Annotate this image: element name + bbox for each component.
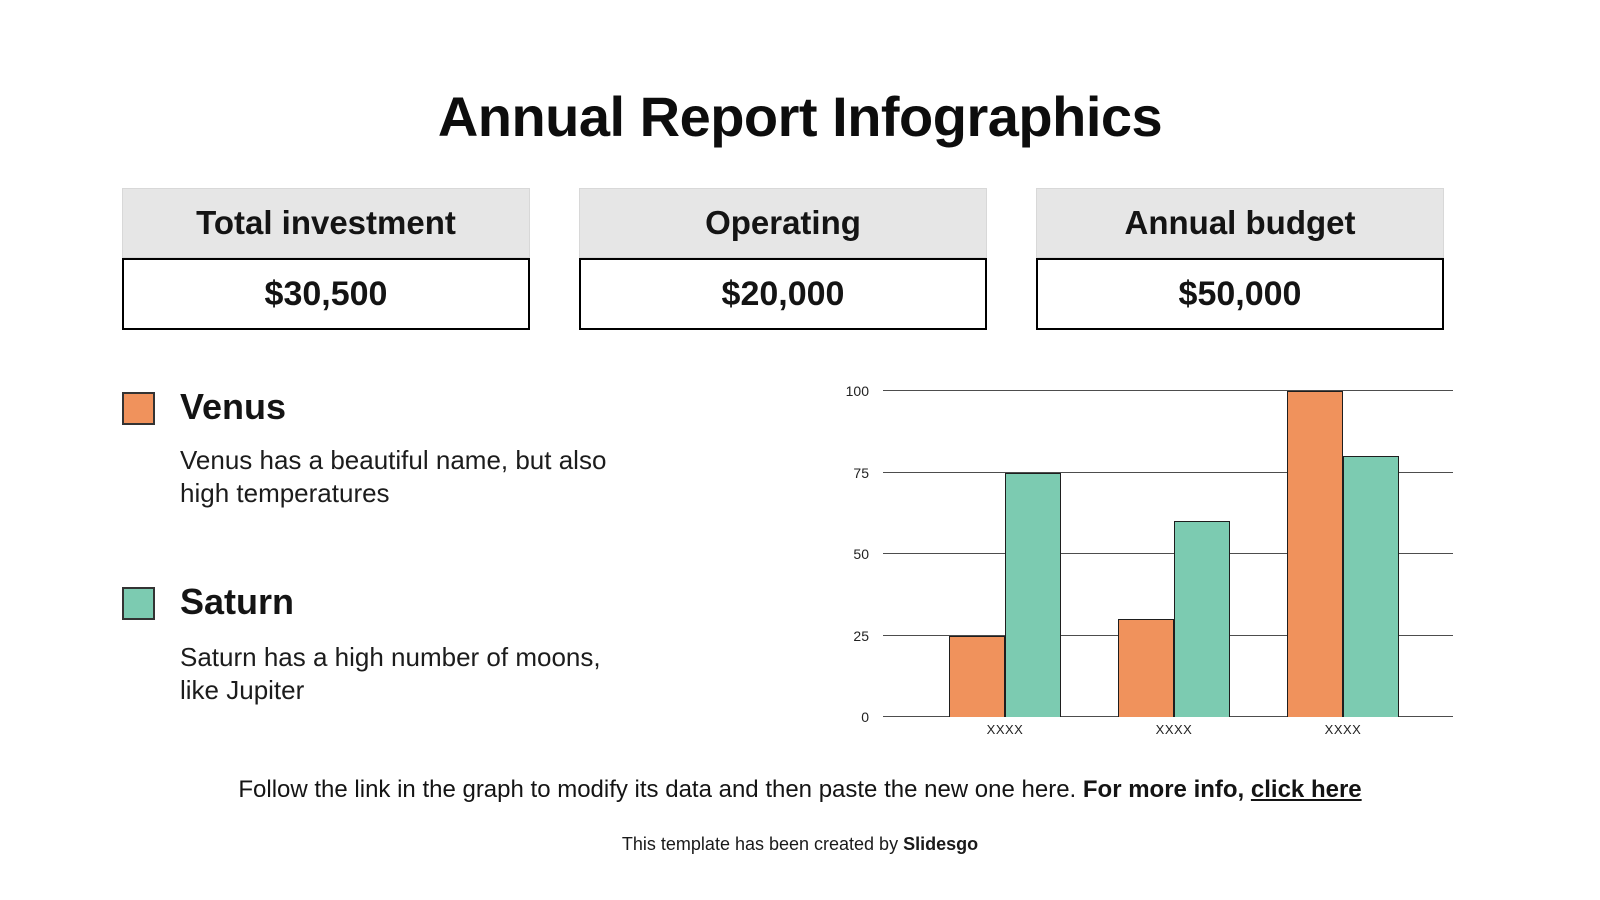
stat-value: $20,000 [579,258,987,330]
legend-description-venus: Venus has a beautiful name, but also hig… [180,445,607,508]
stat-value: $30,500 [122,258,530,330]
x-axis-label: XXXX [986,722,1024,737]
legend-description-saturn: Saturn has a high number of moons, like … [180,642,601,705]
bar-venus [949,635,1005,717]
x-axis-label: XXXX [1324,722,1362,737]
legend-name-saturn: Saturn [180,581,295,622]
stats-row: Total investment $30,500 Operating $20,0… [122,188,1444,330]
venus-color-swatch [122,392,155,425]
y-axis-tick-label: 0 [861,709,869,725]
bar-group [1118,391,1230,717]
footer-note: Follow the link in the graph to modify i… [0,776,1600,804]
stat-value: $50,000 [1036,258,1444,330]
y-axis-tick-label: 25 [853,627,869,644]
y-axis-tick-label: 100 [845,383,869,399]
credit-text: This template has been created by [621,834,904,854]
gridline [883,553,1453,554]
bar-venus [1118,619,1174,717]
stat-card-total-investment: Total investment $30,500 [122,188,530,330]
bar-saturn [1005,472,1061,717]
page-title: Annual Report Infographics [437,85,1163,148]
bar-saturn [1343,456,1399,717]
saturn-color-swatch [122,587,155,620]
bar-group [949,391,1061,717]
bar-saturn [1174,521,1230,717]
template-credit: This template has been created by Slides… [0,834,1600,855]
credit-brand: Slidesgo [903,834,979,854]
bar-chart-plot: 0 25 50 75 100 XXXX XXXX XXXX [846,383,1453,737]
gridline [883,390,1453,391]
stat-label: Operating [579,188,987,258]
footer-note-text: Follow the link in the graph to modify i… [238,776,1083,803]
click-here-link[interactable]: click here [1250,776,1362,803]
footer-note-bold: For more info, [1082,776,1251,803]
bar-venus [1287,391,1343,717]
stat-label: Annual budget [1036,188,1444,258]
y-axis-tick-label: 50 [853,546,869,562]
stat-card-operating: Operating $20,000 [579,188,987,330]
y-axis-tick-label: 75 [853,464,869,481]
legend-name-venus: Venus [180,386,287,427]
stat-card-annual-budget: Annual budget $50,000 [1036,188,1444,330]
bar-group [1287,391,1399,717]
stat-label: Total investment [122,188,530,258]
gridline [883,471,1453,473]
x-axis-label: XXXX [1155,722,1193,737]
